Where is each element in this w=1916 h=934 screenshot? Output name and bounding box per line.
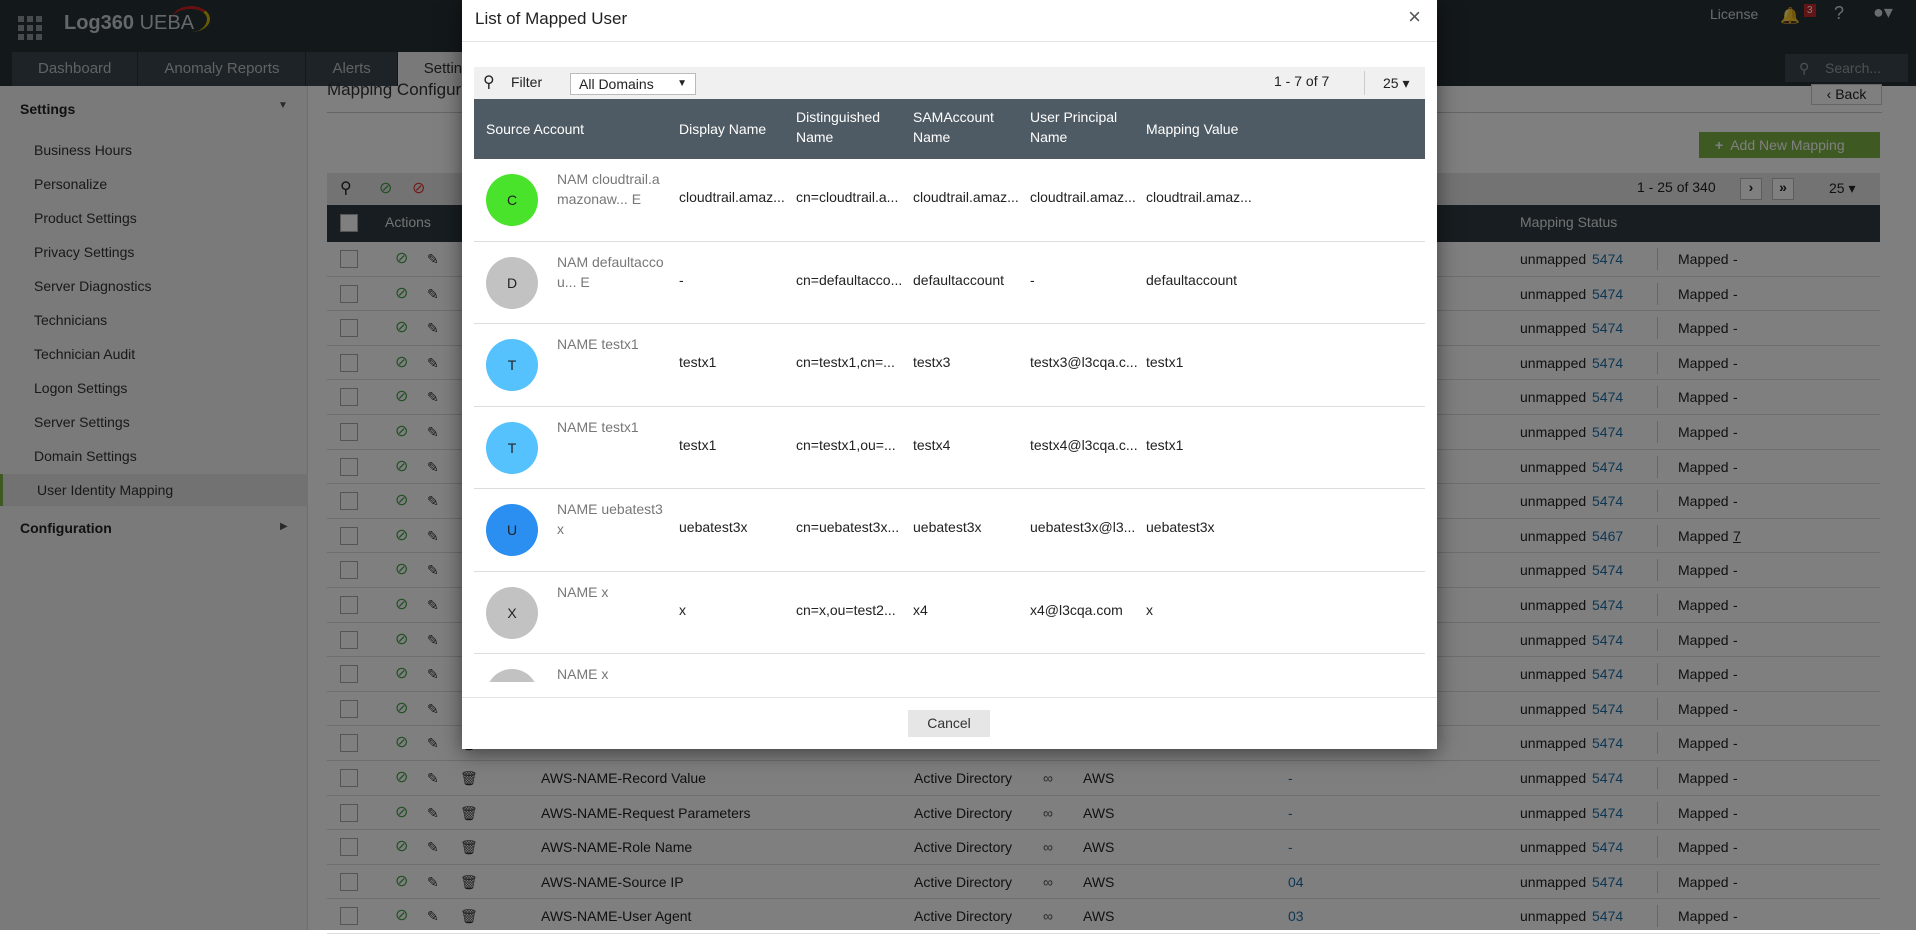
cell-value: testx1 — [1146, 436, 1184, 453]
source-account: NAME x — [557, 666, 609, 682]
cell-display: - — [679, 271, 684, 288]
cell-display: testx1 — [679, 436, 717, 453]
avatar: T — [486, 421, 538, 474]
avatar: X — [486, 669, 538, 682]
dialog-toolbar: ⚲ Filter All Domains ▼ 1 - 7 of 7 25 ▾ — [474, 67, 1425, 99]
cell-dn: cn=testx1,ou=... — [796, 436, 896, 453]
source-account: NAME x — [557, 583, 609, 600]
cell-value: testx1 — [1146, 354, 1184, 370]
cell-dn: cn=x,ou=test2... — [796, 601, 896, 618]
column-header-source-account[interactable]: Source Account — [486, 121, 585, 137]
divider — [462, 41, 1437, 42]
avatar: D — [486, 256, 538, 309]
cell-dn: cn=testx1,cn=... — [796, 354, 895, 370]
cell-dn: cn=cloudtrail.a... — [796, 189, 899, 205]
cell-sam: x4 — [913, 601, 928, 618]
avatar: U — [486, 504, 538, 556]
cell-sam: defaultaccount — [913, 271, 1005, 288]
column-header-samaccount-name[interactable]: SAMAccount Name — [913, 109, 994, 145]
source-account: NAME testx1 — [557, 418, 639, 435]
cell-value: cloudtrail.amaz... — [1146, 189, 1252, 205]
column-header-distinguished-name[interactable]: Distinguished Name — [796, 109, 881, 145]
divider — [462, 697, 1437, 698]
cell-display: x — [679, 601, 686, 618]
search-filter-icon[interactable]: ⚲ — [483, 74, 495, 91]
cancel-button[interactable]: Cancel — [908, 710, 990, 737]
source-account: NAME testx1 — [557, 336, 639, 352]
cell-sam: uebatest3x — [913, 519, 982, 535]
column-header-user-principal-name[interactable]: User Principal Name — [1030, 109, 1118, 145]
cell-value: x — [1146, 601, 1153, 618]
cell-sam: testx3 — [913, 354, 951, 370]
mapped-user-row: C NAM cloudtrail.amazonaw... E cloudtrail… — [474, 159, 1425, 242]
mapped-user-row: U NAME uebatest3x uebatest3x cn=uebatest3x… — [474, 489, 1425, 572]
mapped-user-row: D NAM defaultaccou... E - cn=defaultacco..… — [474, 242, 1425, 324]
cell-display: uebatest3x — [679, 519, 748, 535]
cell-dn: cn=defaultacco... — [796, 271, 903, 288]
caret-down-icon: ▼ — [677, 78, 687, 89]
cell-upn: testx3@l3cqa.c... — [1030, 354, 1138, 370]
cell-upn: - — [1030, 271, 1035, 288]
divider — [1364, 71, 1365, 95]
mapped-user-row: T NAME testx1 testx1 cn=testx1,ou=... testx… — [474, 407, 1425, 489]
dialog-table-body[interactable]: C NAM cloudtrail.amazonaw... E cloudtrail… — [474, 159, 1425, 682]
cell-dn: cn=uebatest3x... — [796, 519, 900, 535]
source-account: NAME uebatest3x — [557, 501, 663, 537]
cell-upn: uebatest3x@l3... — [1030, 519, 1136, 535]
dialog-pagination-info: 1 - 7 of 7 — [1274, 73, 1330, 89]
domain-select[interactable]: All Domains ▼ — [570, 73, 696, 95]
cell-value: defaultaccount — [1146, 271, 1238, 288]
column-header-display-name[interactable]: Display Name — [679, 121, 767, 137]
source-account: NAM defaultaccou... E — [557, 253, 664, 290]
avatar: T — [486, 339, 538, 391]
avatar: C — [486, 174, 538, 226]
avatar: X — [486, 586, 538, 639]
dialog-page-size-select[interactable]: 25 ▾ — [1383, 75, 1410, 91]
dialog-table-header: Source Account Display Name Distinguished … — [474, 99, 1425, 159]
cell-display: testx1 — [679, 354, 717, 370]
cell-sam: testx4 — [913, 436, 951, 453]
source-account: NAM cloudtrail.amazonaw... E — [557, 171, 660, 207]
cell-display: cloudtrail.amaz... — [679, 189, 785, 205]
mapped-user-row: T NAME testx1 testx1 cn=testx1,cn=... testx… — [474, 324, 1425, 407]
cell-upn: testx4@l3cqa.c... — [1030, 436, 1138, 453]
cell-upn: x4@l3cqa.com — [1030, 601, 1123, 618]
close-icon[interactable]: × — [1408, 4, 1421, 29]
cell-sam: cloudtrail.amaz... — [913, 189, 1019, 205]
mapped-user-row: X NAME x x cn=x,ou=test2... x4 x4@l3cqa.com x — [474, 572, 1425, 654]
dialog-title: List of Mapped User — [475, 9, 628, 28]
cell-value: uebatest3x — [1146, 519, 1215, 535]
filter-label: Filter — [511, 74, 543, 90]
mapped-user-row: X NAME x — [474, 654, 1425, 682]
cell-upn: cloudtrail.amaz... — [1030, 189, 1136, 205]
mapped-users-dialog: List of Mapped User × ⚲ Filter All Domai… — [462, 0, 1437, 749]
column-header-mapping-value[interactable]: Mapping Value — [1146, 121, 1239, 137]
